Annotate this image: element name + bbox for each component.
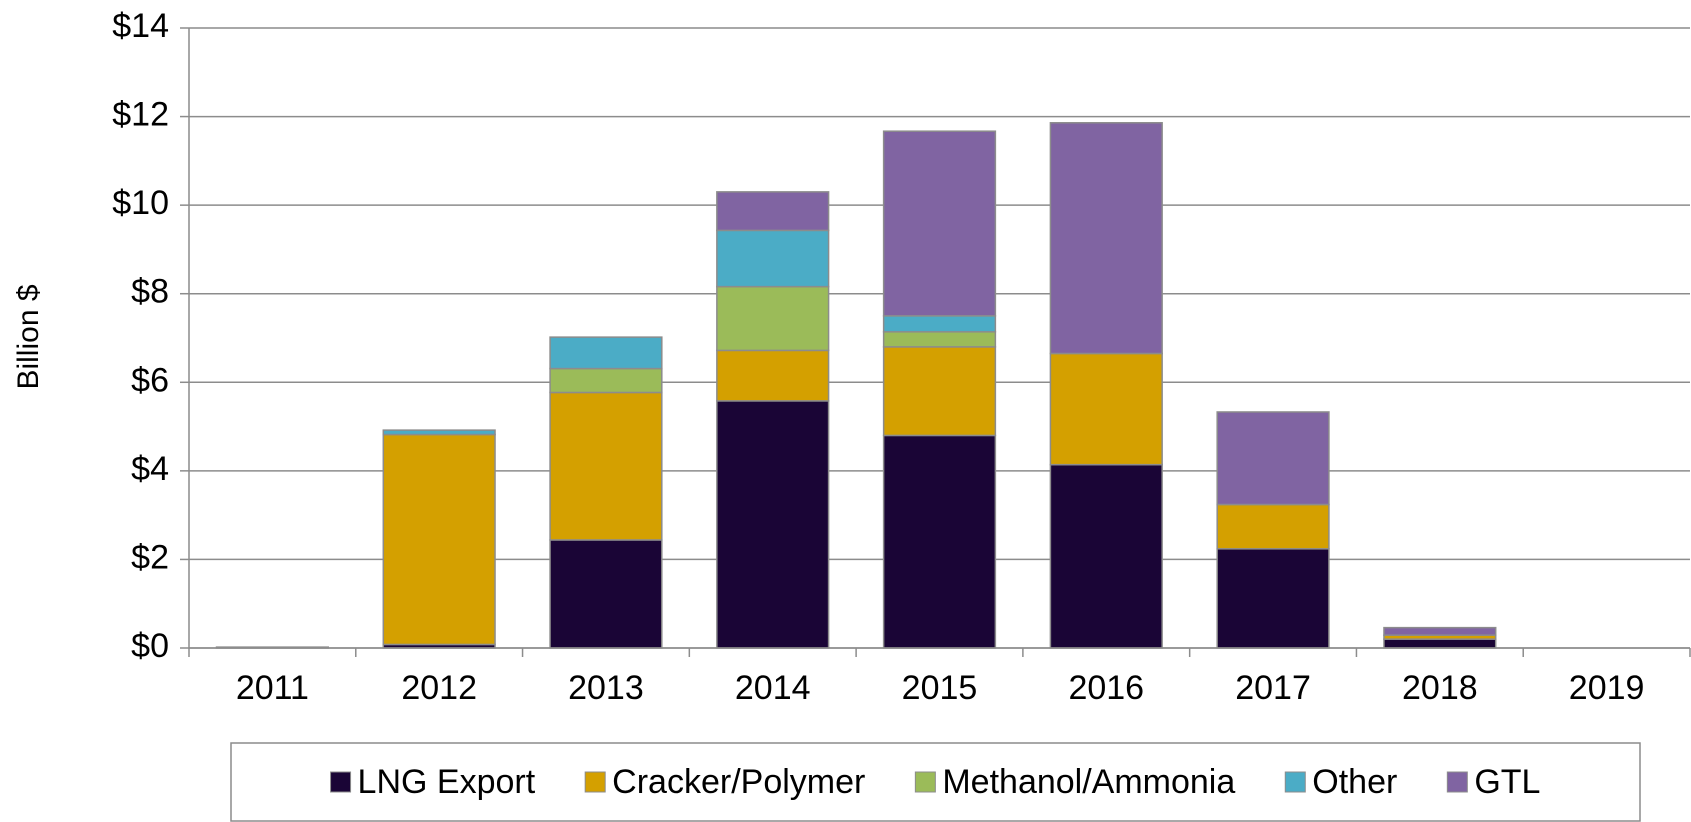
bar-segment xyxy=(1383,638,1497,649)
bar-segment xyxy=(549,391,663,541)
legend-swatch xyxy=(1446,771,1468,793)
legend: LNG Export Cracker/Polymer Methanol/Ammoni… xyxy=(330,763,1540,801)
y-tick-label: $0 xyxy=(131,627,169,665)
y-tick-label: $4 xyxy=(131,450,169,488)
legend-label: Cracker/Polymer xyxy=(612,763,865,801)
bar-segment xyxy=(1216,411,1330,506)
x-tick-label: 2014 xyxy=(735,669,811,707)
bar-segment xyxy=(1049,122,1163,355)
legend-swatch xyxy=(584,771,606,793)
bar-segment xyxy=(716,191,830,232)
legend-swatch xyxy=(1284,771,1306,793)
x-tick-label: 2011 xyxy=(236,669,309,707)
legend-label: LNG Export xyxy=(358,763,536,801)
bar-segment xyxy=(1216,503,1330,550)
y-tick-label: $14 xyxy=(112,7,169,45)
bar-segment xyxy=(1049,463,1163,649)
bar-segment xyxy=(1049,352,1163,466)
y-tick-label: $12 xyxy=(112,96,169,134)
x-tick-label: 2017 xyxy=(1235,669,1311,707)
bar-segment xyxy=(382,429,496,436)
bar-segment xyxy=(882,130,997,317)
bar-segment xyxy=(549,539,663,649)
y-axis-title: Billion $ xyxy=(12,284,45,389)
bar-segment xyxy=(382,433,496,646)
bar-segment xyxy=(716,349,830,402)
bar-segment xyxy=(1216,548,1330,649)
legend-label: Methanol/Ammonia xyxy=(942,763,1235,801)
legend-label: GTL xyxy=(1474,763,1540,801)
bar-segment xyxy=(549,336,663,370)
y-tick-label: $6 xyxy=(131,361,169,399)
y-tick-label: $2 xyxy=(131,538,169,576)
bar-segment xyxy=(716,400,830,649)
x-tick-label: 2016 xyxy=(1068,669,1144,707)
bar-segment xyxy=(1383,626,1497,636)
bar-segment xyxy=(716,229,830,288)
bar-segment xyxy=(882,315,997,333)
bar-segment xyxy=(882,346,997,437)
x-tick-label: 2013 xyxy=(568,669,644,707)
legend-swatch xyxy=(914,771,936,793)
y-tick-label: $10 xyxy=(112,184,169,222)
legend-swatch xyxy=(330,771,352,793)
x-tick-label: 2015 xyxy=(902,669,978,707)
bar-segment xyxy=(882,331,997,348)
legend-label: Other xyxy=(1312,763,1397,801)
x-tick-label: 2012 xyxy=(401,669,477,707)
x-tick-label: 2018 xyxy=(1402,669,1478,707)
y-tick-label: $8 xyxy=(131,273,169,311)
x-tick-label: 2019 xyxy=(1569,669,1645,707)
bar-segment xyxy=(716,285,830,352)
bar-segment xyxy=(549,367,663,394)
bar-segment xyxy=(882,434,997,649)
